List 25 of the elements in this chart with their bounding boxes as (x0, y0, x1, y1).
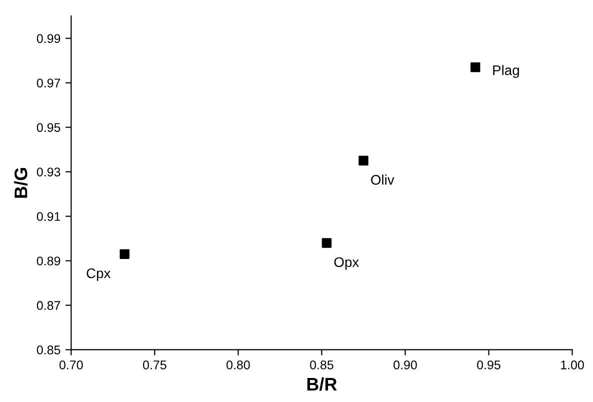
x-tick-label: 0.95 (477, 360, 500, 370)
annotation: Cpx (86, 268, 111, 281)
y-tick-label: 0.91 (36, 212, 60, 221)
annotation: Plag (493, 64, 519, 78)
x-axis-title: B/R (307, 377, 337, 391)
x-tick-label: 0.80 (226, 360, 250, 370)
y-tick-label: 0.87 (36, 301, 60, 310)
y-tick-label: 0.97 (36, 78, 60, 88)
y-tick-label: 0.85 (36, 346, 60, 354)
point (470, 62, 480, 72)
annotation: Oliv (371, 174, 394, 185)
x-tick-label: 1.00 (561, 360, 584, 370)
y-tick-label: 0.95 (36, 123, 60, 132)
x-tick-label: 0.85 (310, 360, 334, 370)
point (120, 249, 130, 259)
x-tick-label: 0.75 (143, 360, 166, 370)
y-tick-label: 0.89 (36, 256, 60, 266)
point (358, 156, 368, 166)
annotation: Opx (334, 257, 359, 270)
point (322, 238, 332, 248)
y-tick-label: 0.99 (36, 34, 60, 43)
x-tick-label: 0.70 (59, 360, 83, 370)
y-tick-label: 0.93 (36, 168, 60, 176)
x-tick-label: 0.90 (394, 360, 417, 370)
y-axis-title: B/G (14, 168, 28, 198)
